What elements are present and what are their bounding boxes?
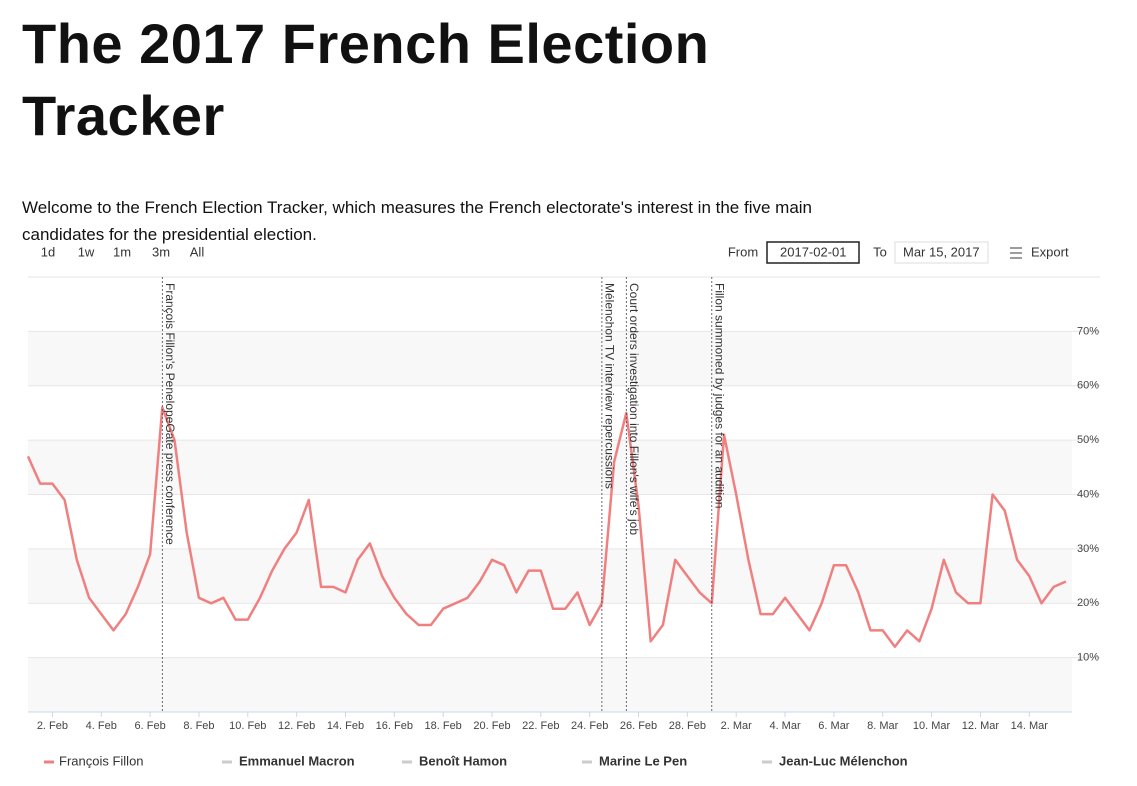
- legend-label[interactable]: Marine Le Pen: [599, 753, 687, 768]
- export-icon: [1010, 247, 1022, 259]
- range-button[interactable]: 1d: [41, 244, 55, 259]
- x-tick-label: 8. Mar: [867, 720, 899, 732]
- x-tick-label: 4. Feb: [86, 720, 117, 732]
- x-tick-label: 6. Mar: [818, 720, 850, 732]
- from-input[interactable]: [766, 241, 860, 264]
- grid-band: [28, 657, 1072, 712]
- y-tick-label: 70%: [1077, 325, 1099, 337]
- x-tick-label: 10. Feb: [229, 720, 266, 732]
- grid-band: [28, 440, 1072, 495]
- series-line: [26, 406, 1067, 649]
- legend-label[interactable]: Emmanuel Macron: [239, 753, 355, 768]
- to-input[interactable]: [894, 241, 989, 264]
- x-tick-label: 18. Feb: [425, 720, 462, 732]
- x-tick-label: 2. Mar: [721, 720, 753, 732]
- range-button[interactable]: 3m: [152, 244, 170, 259]
- x-tick-label: 24. Feb: [571, 720, 608, 732]
- legend-label[interactable]: Benoît Hamon: [419, 753, 507, 768]
- from-value[interactable]: 2017-02-01: [780, 244, 847, 259]
- from-label: From: [728, 244, 758, 259]
- x-tick-label: 28. Feb: [669, 720, 706, 732]
- x-tick-label: 14. Feb: [327, 720, 364, 732]
- range-button[interactable]: 1m: [113, 244, 131, 259]
- header: The 2017 French Election Tracker Welcome…: [22, 0, 822, 248]
- x-tick-label: 6. Feb: [135, 720, 166, 732]
- x-tick-label: 22. Feb: [522, 720, 559, 732]
- x-tick-label: 14. Mar: [1011, 720, 1049, 732]
- x-tick-label: 2. Feb: [37, 720, 68, 732]
- x-tick-label: 20. Feb: [473, 720, 510, 732]
- y-tick-label: 50%: [1077, 434, 1099, 446]
- y-tick-label: 10%: [1077, 652, 1099, 664]
- x-tick-label: 12. Mar: [962, 720, 1000, 732]
- x-tick-label: 10. Mar: [913, 720, 951, 732]
- page-title: The 2017 French Election Tracker: [22, 12, 710, 147]
- y-tick-label: 60%: [1077, 380, 1099, 392]
- range-button[interactable]: All: [190, 244, 205, 259]
- annotation-label: Fillon summoned by judges for an auditio…: [713, 283, 727, 508]
- x-tick-label: 4. Mar: [769, 720, 801, 732]
- intro-text: Welcome to the French Election Tracker, …: [22, 198, 813, 244]
- to-label: To: [873, 244, 887, 259]
- legend-label[interactable]: François Fillon: [59, 753, 144, 768]
- annotation-label: François Fillon's PenelopeGate press con…: [163, 283, 177, 545]
- range-button[interactable]: 1w: [78, 244, 95, 259]
- x-tick-label: 8. Feb: [183, 720, 214, 732]
- grid-band: [28, 331, 1072, 386]
- x-tick-label: 16. Feb: [376, 720, 413, 732]
- x-tick-label: 12. Feb: [278, 720, 315, 732]
- to-value[interactable]: Mar 15, 2017: [903, 244, 980, 259]
- y-tick-label: 40%: [1077, 488, 1099, 500]
- x-tick-label: 26. Feb: [620, 720, 657, 732]
- annotation-label: Mélenchon TV interview repercussions: [603, 283, 617, 489]
- legend-label[interactable]: Jean-Luc Mélenchon: [779, 753, 908, 768]
- grid-band: [28, 548, 1072, 604]
- y-tick-label: 30%: [1077, 543, 1099, 555]
- export-button[interactable]: Export: [1031, 244, 1069, 259]
- y-tick-label: 20%: [1077, 597, 1099, 609]
- annotation-label: Court orders investigation into Fillon's…: [627, 283, 641, 535]
